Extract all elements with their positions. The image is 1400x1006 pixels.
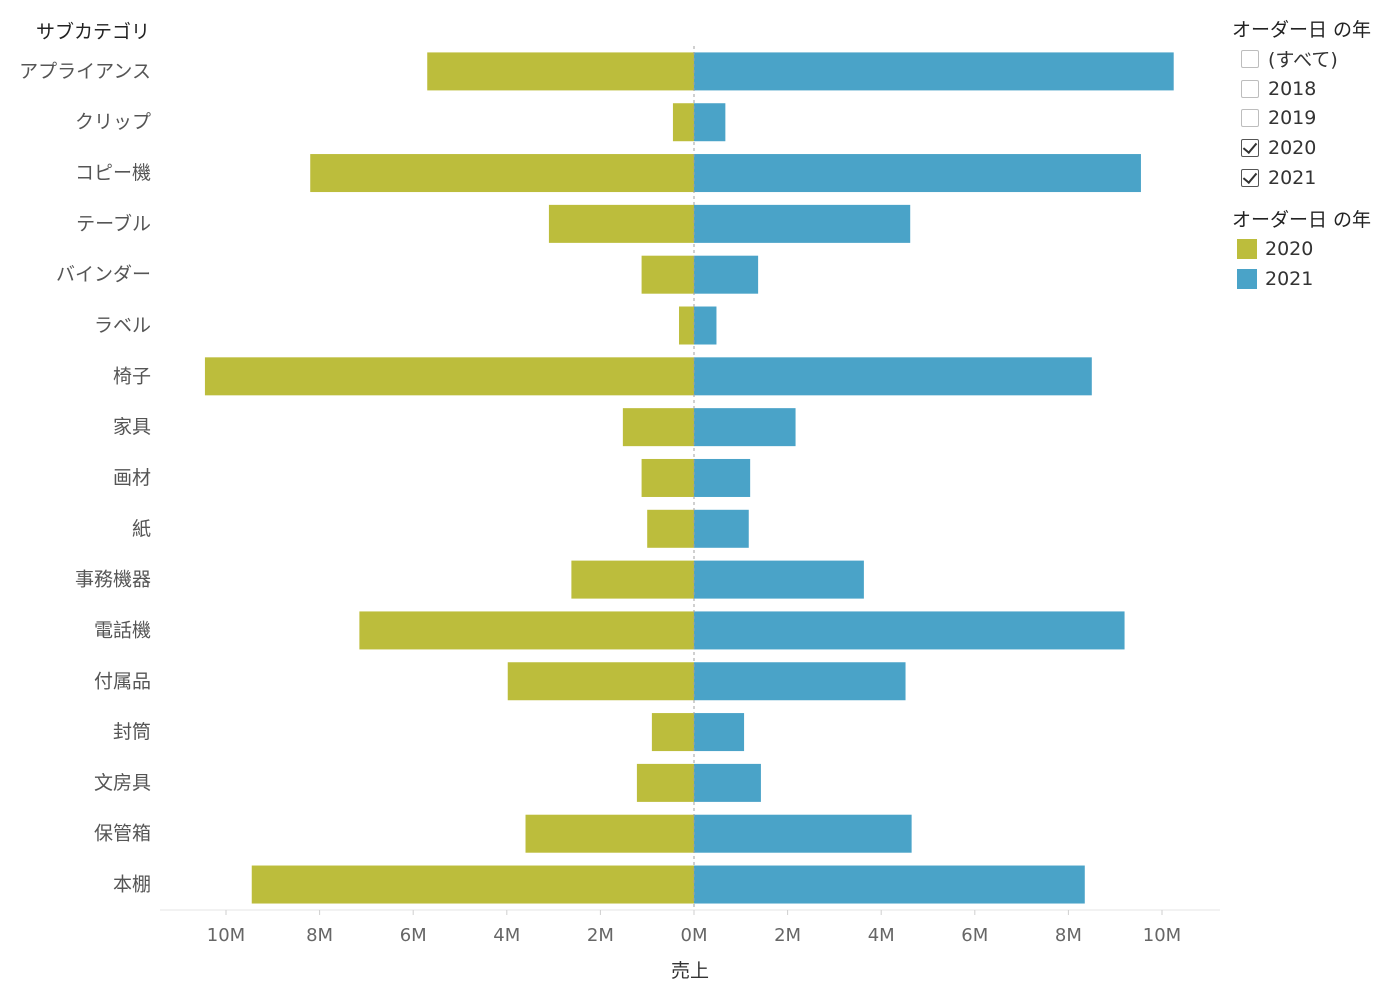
checkbox-checked-icon[interactable] (1241, 138, 1259, 157)
color-legend-items: 2020 2021 (1232, 234, 1392, 294)
bar-2020[interactable] (310, 154, 694, 193)
bar-2020[interactable] (507, 662, 694, 701)
x-tick-label: 8M (306, 925, 333, 946)
filter-title: オーダー日 の年 (1232, 19, 1372, 41)
filter-item-label: 2018 (1268, 77, 1317, 100)
category-label: 付属品 (94, 670, 151, 692)
legend-swatch (1237, 269, 1257, 290)
category-label: 文房具 (94, 772, 151, 794)
legend-panel: オーダー日 の年 (すべて) 2018 2019 2020 2021 オーダー日 の年 … (1232, 16, 1392, 294)
category-label: テーブル (76, 212, 151, 235)
category-label: 家具 (113, 416, 151, 438)
checkbox-unchecked-icon[interactable] (1241, 49, 1259, 68)
x-tick-label: 2M (587, 925, 614, 946)
category-label: 本棚 (113, 874, 151, 896)
bar-2021[interactable] (694, 814, 912, 853)
filter-item[interactable]: 2019 (1232, 103, 1392, 133)
year-filter: (すべて) 2018 2019 2020 2021 (1232, 44, 1392, 192)
checkbox-unchecked-icon[interactable] (1241, 109, 1259, 128)
x-tick-label: 6M (961, 925, 988, 946)
filter-item-label: (すべて) (1268, 49, 1338, 72)
bar-2020[interactable] (251, 865, 695, 904)
bar-2021[interactable] (694, 255, 759, 294)
filter-item-label: 2019 (1268, 107, 1317, 130)
bar-2020[interactable] (571, 560, 694, 599)
bar-2021[interactable] (694, 509, 749, 548)
x-tick-label: 10M (207, 925, 245, 946)
bar-2021[interactable] (694, 306, 717, 345)
category-label: 椅子 (113, 365, 151, 387)
bar-2020[interactable] (548, 204, 694, 243)
x-tick-label: 2M (774, 925, 801, 946)
x-tick-label: 0M (681, 925, 708, 946)
filter-item-label: 2021 (1268, 166, 1317, 189)
filter-item-label: 2020 (1268, 136, 1317, 159)
category-label: 保管箱 (94, 823, 151, 845)
bar-2021[interactable] (694, 408, 796, 447)
bar-2021[interactable] (694, 357, 1092, 396)
legend-item-label: 2021 (1265, 268, 1314, 291)
color-legend: オーダー日 の年 2020 2021 (1232, 206, 1392, 294)
bar-2021[interactable] (694, 560, 864, 599)
legend-item[interactable]: 2021 (1232, 264, 1392, 294)
legend-swatch (1237, 239, 1257, 260)
filter-item[interactable]: 2021 (1232, 163, 1392, 193)
row-header: サブカテゴリ (36, 20, 150, 43)
legend-item[interactable]: 2020 (1232, 234, 1392, 264)
bar-2020[interactable] (641, 458, 694, 497)
category-label: バインダー (56, 264, 151, 286)
category-label: クリップ (75, 111, 151, 133)
category-label: コピー機 (75, 162, 151, 184)
bar-2020[interactable] (636, 763, 694, 802)
bar-2021[interactable] (694, 763, 761, 802)
category-label: ラベル (94, 315, 151, 337)
bar-2021[interactable] (694, 713, 745, 752)
category-labels: アプライアンスクリップコピー機テーブルバインダーラベル椅子家具画材紙事務機器電話… (19, 60, 151, 895)
x-tick-label: 10M (1143, 925, 1181, 946)
bar-2020[interactable] (427, 52, 694, 91)
checkbox-unchecked-icon[interactable] (1241, 79, 1259, 98)
x-axis-ticks: 10M 8M 6M 4M 2M 0M 2M 4M 6M 8M 10M (207, 910, 1181, 946)
bar-2021[interactable] (694, 103, 726, 142)
category-label: 電話機 (94, 619, 151, 641)
legend-item-label: 2020 (1265, 238, 1314, 261)
bar-2020[interactable] (651, 713, 694, 752)
bar-2020[interactable] (679, 306, 694, 345)
checkbox-checked-icon[interactable] (1241, 168, 1259, 187)
x-tick-label: 4M (868, 925, 895, 946)
bar-2021[interactable] (694, 662, 906, 701)
filter-item[interactable]: 2020 (1232, 133, 1392, 163)
bar-2020[interactable] (525, 814, 694, 853)
bar-2021[interactable] (694, 458, 751, 497)
bar-2020[interactable] (204, 357, 694, 396)
x-tick-label: 8M (1055, 925, 1082, 946)
bar-2020[interactable] (641, 255, 694, 294)
x-tick-label: 6M (400, 925, 427, 946)
x-tick-label: 4M (493, 925, 520, 946)
category-label: アプライアンス (19, 60, 151, 82)
category-label: 封筒 (113, 721, 151, 743)
bar-2021[interactable] (694, 865, 1085, 904)
bar-2020[interactable] (647, 509, 694, 548)
bar-2021[interactable] (694, 611, 1125, 650)
diverging-bar-chart: サブカテゴリ アプライアンスクリップコピー機テーブルバインダーラベル椅子家具画材… (19, 20, 1220, 982)
bar-2020[interactable] (622, 408, 694, 447)
color-legend-title: オーダー日 の年 (1232, 209, 1372, 232)
filter-item[interactable]: (すべて) (1232, 44, 1392, 74)
bar-2021[interactable] (694, 154, 1141, 193)
bar-2021[interactable] (694, 52, 1174, 91)
category-label: 紙 (132, 518, 151, 540)
category-label: 事務機器 (75, 569, 151, 591)
bar-2021[interactable] (694, 204, 911, 243)
category-label: 画材 (113, 467, 151, 489)
x-axis-title: 売上 (671, 960, 709, 982)
filter-item[interactable]: 2018 (1232, 74, 1392, 104)
bar-2020[interactable] (672, 103, 694, 142)
bars (204, 52, 1174, 904)
bar-2020[interactable] (359, 611, 694, 650)
